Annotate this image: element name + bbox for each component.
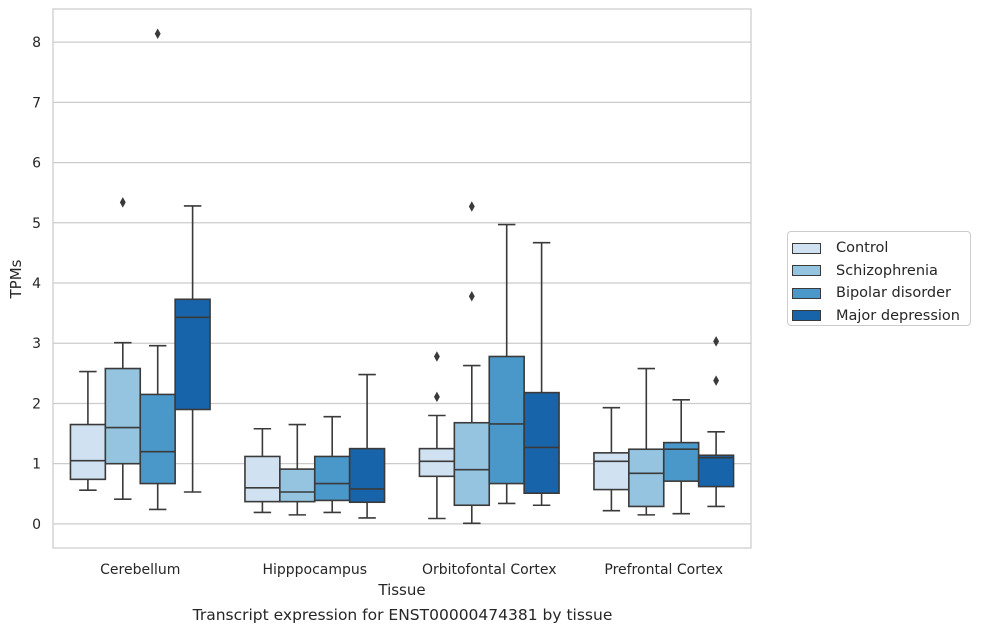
x-tick-label: Prefrontal Cortex (604, 562, 723, 578)
legend-swatch (792, 242, 821, 254)
outlier-point (713, 375, 720, 386)
box-control (244, 427, 281, 514)
outlier-point (468, 291, 475, 302)
plot-area-frame (52, 8, 752, 549)
box-bipolar-disorder (662, 399, 700, 515)
y-tick-label: 7 (32, 95, 41, 111)
box-body (453, 421, 491, 507)
x-tick-label: Orbitofontal Cortex (422, 562, 557, 578)
legend-swatch (792, 287, 821, 299)
box-bipolar-disorder (488, 223, 525, 505)
y-tick-label: 3 (32, 336, 41, 352)
box-major-depression (697, 336, 735, 508)
box-body (313, 455, 351, 502)
box-body (139, 393, 176, 485)
outlier-point (154, 28, 161, 39)
legend-swatch (792, 265, 821, 277)
box-body (104, 367, 142, 465)
x-axis-title: Tissue (377, 581, 425, 599)
box-body (523, 391, 560, 494)
box-bipolar-disorder (313, 415, 351, 514)
box-body (697, 454, 735, 488)
outlier-point (468, 201, 475, 212)
legend-label: Schizophrenia (836, 262, 938, 279)
y-tick-label: 0 (32, 517, 41, 533)
outlier-point (119, 197, 126, 208)
box-body (348, 447, 386, 504)
legend-item: Control (792, 237, 970, 260)
y-tick-label: 2 (32, 396, 41, 412)
box-schizophrenia (628, 367, 665, 516)
box-body (418, 447, 456, 478)
legend: Control Schizophrenia Bipolar disorder Majo… (787, 231, 971, 326)
box-major-depression (523, 241, 560, 507)
legend-swatch (792, 310, 821, 322)
box-control (69, 370, 107, 491)
box-body (174, 298, 211, 411)
box-body (593, 452, 630, 491)
legend-item: Major depression (792, 305, 970, 328)
y-tick-label: 1 (32, 457, 41, 473)
outlier-point (433, 351, 440, 362)
box-body (279, 468, 316, 503)
y-tick-label: 5 (32, 216, 41, 232)
x-tick-label: Hipppocampus (262, 562, 367, 578)
chart-caption: Transcript expression for ENST0000047438… (192, 606, 613, 624)
outlier-point (713, 336, 720, 347)
y-tick-label: 6 (32, 156, 41, 172)
legend-label: Major depression (836, 307, 960, 324)
legend-item: Bipolar disorder (792, 282, 970, 305)
box-body (628, 448, 665, 508)
box-bipolar-disorder (139, 28, 176, 511)
x-tick-label: Cerebellum (100, 562, 180, 578)
box-schizophrenia (104, 197, 142, 501)
box-schizophrenia (453, 201, 491, 525)
box-control (593, 406, 630, 512)
box-schizophrenia (279, 423, 316, 516)
y-tick-label: 8 (32, 35, 41, 51)
y-tick-labels: 0 1 2 3 4 5 6 7 8 (32, 35, 41, 533)
boxes (69, 28, 735, 525)
box-major-depression (174, 205, 211, 493)
legend-label: Control (836, 240, 889, 257)
legend-item: Schizophrenia (792, 260, 970, 283)
box-body (662, 441, 700, 482)
box-major-depression (348, 373, 386, 519)
x-tick-labels: Cerebellum Hipppocampus Orbitofontal Corte… (100, 562, 723, 578)
box-body (69, 423, 107, 481)
box-body (244, 455, 281, 503)
legend-label: Bipolar disorder (836, 285, 951, 302)
y-tick-label: 4 (32, 276, 41, 292)
box-body (488, 355, 525, 485)
y-axis-title: TPMs (7, 259, 25, 299)
box-control (418, 351, 456, 520)
outlier-point (433, 391, 440, 403)
